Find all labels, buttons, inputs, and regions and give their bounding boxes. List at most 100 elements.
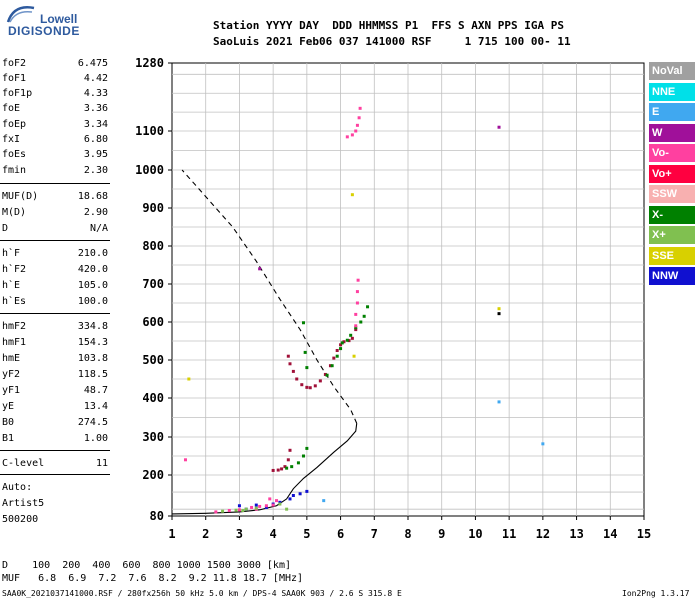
x-tick-label: 2: [202, 527, 209, 541]
x-tick-label: 12: [536, 527, 550, 541]
profile-extrapolation-dashed: [181, 169, 358, 424]
trace-point: [342, 340, 346, 344]
trace-point: [345, 135, 349, 139]
trace-point: [352, 354, 356, 358]
trace-point: [291, 369, 295, 373]
trace-point: [358, 106, 362, 110]
param-row-3: foE 3.36: [2, 103, 108, 116]
trace-point: [271, 468, 275, 472]
param-row-1: foF1 4.42: [2, 73, 108, 86]
param-row-11: h`F 210.0: [2, 248, 108, 261]
trace-point: [278, 500, 282, 504]
y-tick-label: 400: [142, 391, 164, 405]
trace-point: [345, 338, 349, 342]
footer-version: Ion2Png 1.3.17: [622, 589, 690, 598]
trace-point: [350, 193, 354, 197]
trace-point: [323, 372, 327, 376]
trace-point: [497, 400, 501, 404]
ionogram-chart: 1 2 3 4 5 6 7 8 9 10 11 12 13 14 158020030040050060070…: [135, 56, 651, 541]
param-key: fxI: [2, 134, 21, 145]
y-tick-label: 200: [142, 468, 164, 482]
param-value: 1.00: [83, 433, 108, 444]
trace-point: [271, 503, 275, 507]
param-value: 3.34: [83, 119, 108, 130]
logo-line1: Lowell: [40, 12, 78, 26]
param-row-7: fmin 2.30: [2, 165, 108, 178]
param-key: h`F: [2, 248, 21, 259]
legend-item-e: E: [649, 103, 695, 121]
param-key: foEs: [2, 149, 27, 160]
header-row2: SaoLuis 2021 Feb06 037 141000 RSF 1 715 …: [213, 35, 571, 48]
param-row-13: h`E 105.0: [2, 280, 108, 293]
param-row-23: C-level 11: [2, 458, 108, 471]
trace-point: [264, 505, 268, 509]
param-value: 6.80: [83, 134, 108, 145]
trace-point: [285, 507, 289, 511]
trace-point: [339, 343, 343, 347]
x-tick-label: 7: [371, 527, 378, 541]
trace-point: [286, 458, 290, 462]
x-tick-label: 3: [236, 527, 243, 541]
param-value: 11: [95, 458, 108, 469]
legend-item-nne: NNE: [649, 82, 695, 101]
y-tick-label: 1000: [135, 163, 164, 177]
trace-point: [288, 497, 292, 501]
trace-point: [268, 497, 272, 501]
param-row-5: fxI 6.80: [2, 134, 108, 147]
y-tick-label: 700: [142, 277, 164, 291]
param-key: C-level: [2, 458, 45, 469]
trace-point: [354, 129, 358, 133]
trace-point: [357, 116, 361, 120]
trace-point: [328, 364, 332, 368]
trace-point: [237, 508, 241, 512]
param-key: h`Es: [2, 296, 27, 307]
param-value: 2.90: [83, 207, 108, 218]
param-value: 3.95: [83, 149, 108, 160]
param-separator: [0, 450, 110, 451]
trace-point: [280, 467, 284, 471]
param-value: N/A: [89, 223, 108, 234]
trace-point: [241, 509, 245, 513]
param-row-10: D N/A: [2, 223, 108, 236]
param-value: 3.36: [83, 103, 108, 114]
param-row-16: hmF1 154.3: [2, 337, 108, 350]
param-row-18: yF2 118.5: [2, 369, 108, 382]
trace-point: [221, 509, 225, 513]
param-key: hmF2: [2, 321, 27, 332]
trace-point: [254, 506, 258, 510]
trace-point: [286, 354, 290, 358]
trace-point: [339, 347, 343, 351]
trace-point: [335, 349, 339, 352]
param-key: fmin: [2, 165, 27, 176]
x-tick-label: 15: [637, 527, 651, 541]
param-row-19: yF1 48.7: [2, 385, 108, 398]
param-key: h`E: [2, 280, 21, 291]
param-key: hmE: [2, 353, 21, 364]
trace-point: [325, 373, 329, 377]
param-separator: [0, 183, 110, 184]
param-row-20: yE 13.4: [2, 401, 108, 414]
y-tick-label: 1280: [135, 56, 164, 70]
param-key: foF2: [2, 58, 27, 69]
param-key: D: [2, 223, 9, 234]
trace-point: [362, 314, 366, 318]
trace-point: [288, 448, 292, 452]
param-row-22: B1 1.00: [2, 433, 108, 446]
trace-point: [356, 278, 360, 282]
param-value: 2.30: [83, 165, 108, 176]
x-tick-label: 5: [303, 527, 310, 541]
trace-point: [244, 507, 248, 511]
param-separator: [0, 474, 110, 475]
trace-point: [295, 377, 299, 381]
trace-point: [227, 509, 231, 513]
trace-point: [355, 123, 359, 127]
param-row-12: h`F2 420.0: [2, 264, 108, 277]
trace-point: [347, 339, 351, 343]
legend-item-noval: NoVal: [649, 62, 695, 80]
trace-point: [349, 333, 353, 337]
legend-item-vo-: Vo+: [649, 164, 695, 183]
trace-point: [288, 362, 292, 366]
trace-point: [541, 442, 545, 446]
param-key: MUF(D): [2, 191, 39, 202]
y-tick-label: 80: [150, 509, 164, 523]
